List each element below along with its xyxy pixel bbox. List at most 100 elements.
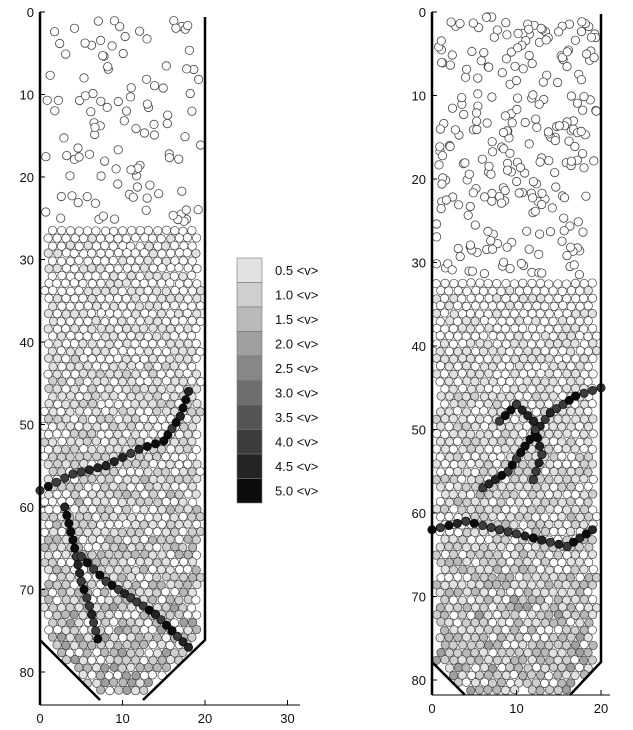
particle — [439, 369, 449, 379]
particle — [475, 278, 485, 288]
particle — [540, 331, 551, 341]
particle — [579, 163, 589, 173]
particle — [187, 422, 198, 432]
particle — [57, 286, 67, 296]
particle — [83, 271, 93, 281]
particle — [80, 38, 90, 48]
particle — [87, 655, 97, 665]
particle — [61, 580, 71, 590]
particle — [108, 256, 118, 266]
particle — [57, 587, 67, 597]
particle — [69, 23, 80, 33]
particle — [557, 451, 567, 461]
particle — [512, 93, 523, 103]
particle — [178, 512, 188, 522]
particle — [126, 482, 136, 492]
particle — [531, 617, 541, 628]
particle — [587, 655, 597, 665]
particle — [500, 565, 511, 575]
particle — [57, 225, 67, 236]
y-tick-label: 10 — [20, 88, 34, 103]
particle — [118, 346, 128, 356]
particle — [96, 171, 106, 181]
particle — [53, 459, 63, 469]
particle — [104, 384, 114, 394]
particle — [166, 579, 176, 589]
particle — [61, 489, 71, 499]
particle — [466, 459, 476, 469]
particle — [466, 444, 476, 454]
legend-swatch — [236, 282, 263, 308]
x-tick-label: 10 — [509, 701, 523, 716]
particle — [440, 474, 450, 484]
particle — [575, 618, 585, 628]
particle — [527, 399, 537, 409]
force-chain-particle — [562, 541, 572, 551]
particle — [571, 293, 581, 304]
particle — [528, 90, 538, 100]
particle — [492, 579, 502, 589]
particle — [87, 640, 97, 650]
force-chain-particle — [118, 452, 128, 462]
force-chain-particle — [178, 403, 188, 413]
particle — [505, 421, 515, 432]
particle — [187, 241, 197, 251]
particle — [579, 444, 589, 454]
particle — [458, 535, 468, 545]
particle — [448, 489, 458, 499]
particle — [82, 512, 92, 522]
particle — [143, 376, 153, 386]
particle — [82, 451, 92, 461]
particle — [578, 293, 589, 303]
particle — [87, 339, 97, 349]
particle — [540, 587, 550, 597]
particle — [191, 353, 201, 363]
particle — [69, 248, 79, 258]
particle — [62, 151, 72, 161]
particle — [500, 186, 510, 196]
particle — [134, 301, 144, 312]
particle — [96, 339, 106, 349]
particle — [148, 263, 158, 273]
particle — [510, 369, 520, 379]
particle — [52, 369, 62, 379]
particle — [49, 27, 60, 37]
particle — [139, 248, 149, 258]
particle — [435, 377, 445, 387]
particle — [501, 384, 511, 394]
particle — [461, 421, 471, 431]
particle — [492, 429, 502, 439]
particle — [570, 655, 580, 665]
particle — [139, 580, 150, 590]
particle — [100, 527, 110, 537]
particle — [486, 169, 496, 179]
particle — [476, 56, 486, 66]
particle — [577, 149, 588, 159]
particle — [436, 57, 447, 68]
particle — [481, 12, 492, 22]
particle — [579, 610, 589, 620]
particle — [191, 339, 201, 349]
particle — [139, 656, 149, 666]
particle — [191, 595, 201, 605]
particle — [570, 383, 581, 393]
particle — [537, 188, 547, 198]
particle — [152, 286, 162, 296]
particle — [518, 564, 528, 574]
particle — [524, 24, 534, 34]
particle — [70, 323, 80, 334]
particle — [561, 459, 572, 469]
particle — [183, 354, 193, 364]
particle — [479, 406, 489, 416]
particle — [432, 444, 442, 454]
particle — [474, 685, 485, 695]
force-chain-particle — [500, 411, 510, 421]
particle — [152, 481, 162, 492]
particle — [500, 324, 510, 334]
particle — [126, 331, 136, 341]
particle — [87, 504, 98, 514]
particle — [143, 422, 153, 432]
particle — [192, 264, 202, 274]
particle — [127, 437, 137, 447]
particle — [56, 317, 66, 327]
